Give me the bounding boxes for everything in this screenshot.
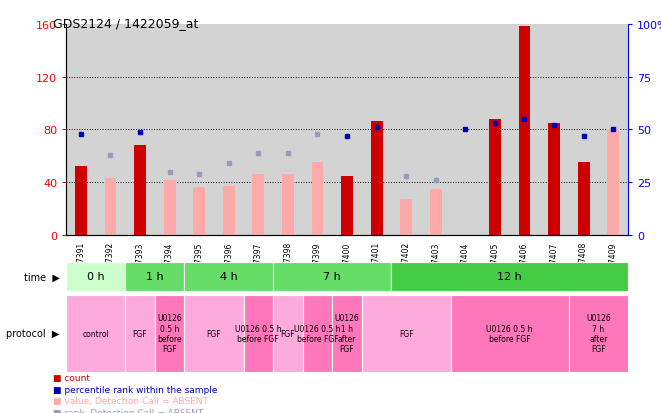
Text: 4 h: 4 h: [220, 272, 237, 282]
Bar: [134, 146, 146, 235]
Text: U0126
1 h
after
FGF: U0126 1 h after FGF: [334, 313, 360, 354]
Bar: [75, 167, 87, 235]
Text: time  ▶: time ▶: [24, 272, 59, 282]
Text: U0126 0.5 h
before FGF: U0126 0.5 h before FGF: [486, 324, 533, 343]
Text: ■ percentile rank within the sample: ■ percentile rank within the sample: [53, 385, 217, 394]
Bar: [223, 187, 235, 235]
Text: control: control: [83, 329, 109, 338]
Bar: [66, 262, 125, 291]
Text: 12 h: 12 h: [497, 272, 522, 282]
Bar: [607, 130, 619, 235]
Text: FGF: FGF: [133, 329, 147, 338]
Bar: [451, 295, 569, 372]
Text: U0126
7 h
after
FGF: U0126 7 h after FGF: [586, 313, 611, 354]
Bar: [273, 25, 303, 235]
Bar: [371, 122, 383, 235]
Bar: [489, 120, 501, 235]
Bar: [282, 175, 293, 235]
Text: protocol  ▶: protocol ▶: [6, 328, 59, 339]
Text: GDS2124 / 1422059_at: GDS2124 / 1422059_at: [53, 17, 198, 29]
Bar: [193, 188, 205, 235]
Bar: [66, 25, 96, 235]
Text: 1 h: 1 h: [146, 272, 164, 282]
Bar: [391, 262, 628, 291]
Bar: [510, 25, 539, 235]
Bar: [253, 175, 264, 235]
Bar: [332, 295, 362, 372]
Bar: [273, 262, 391, 291]
Bar: [451, 25, 480, 235]
Bar: [391, 25, 421, 235]
Bar: [303, 25, 332, 235]
Bar: [430, 189, 442, 235]
Bar: [303, 295, 332, 372]
Bar: [125, 295, 155, 372]
Text: U0126 0.5 h
before FGF: U0126 0.5 h before FGF: [294, 324, 340, 343]
Bar: [125, 262, 184, 291]
Bar: [164, 180, 176, 235]
Bar: [421, 25, 451, 235]
Bar: [332, 25, 362, 235]
Bar: [598, 25, 628, 235]
Bar: [311, 163, 323, 235]
Bar: [184, 25, 214, 235]
Bar: [341, 176, 353, 235]
Text: U0126 0.5 h
before FGF: U0126 0.5 h before FGF: [235, 324, 282, 343]
Bar: [125, 25, 155, 235]
Text: U0126
0.5 h
before
FGF: U0126 0.5 h before FGF: [157, 313, 182, 354]
Text: FGF: FGF: [207, 329, 221, 338]
Bar: [184, 295, 243, 372]
Bar: [539, 25, 569, 235]
Bar: [578, 163, 590, 235]
Text: FGF: FGF: [280, 329, 295, 338]
Bar: [155, 25, 184, 235]
Bar: [362, 25, 391, 235]
Text: FGF: FGF: [399, 329, 414, 338]
Text: ■ count: ■ count: [53, 373, 90, 382]
Bar: [569, 25, 598, 235]
Bar: [569, 295, 628, 372]
Text: ■ rank, Detection Call = ABSENT: ■ rank, Detection Call = ABSENT: [53, 408, 203, 413]
Bar: [480, 25, 510, 235]
Bar: [243, 295, 273, 372]
Bar: [243, 25, 273, 235]
Bar: [184, 262, 273, 291]
Bar: [214, 25, 243, 235]
Bar: [548, 123, 560, 235]
Bar: [66, 295, 125, 372]
Bar: [401, 200, 412, 235]
Text: 0 h: 0 h: [87, 272, 104, 282]
Bar: [96, 25, 125, 235]
Bar: [104, 179, 116, 235]
Text: 7 h: 7 h: [323, 272, 341, 282]
Bar: [362, 295, 451, 372]
Bar: [155, 295, 184, 372]
Bar: [273, 295, 303, 372]
Bar: [518, 27, 530, 235]
Text: ■ value, Detection Call = ABSENT: ■ value, Detection Call = ABSENT: [53, 396, 208, 406]
